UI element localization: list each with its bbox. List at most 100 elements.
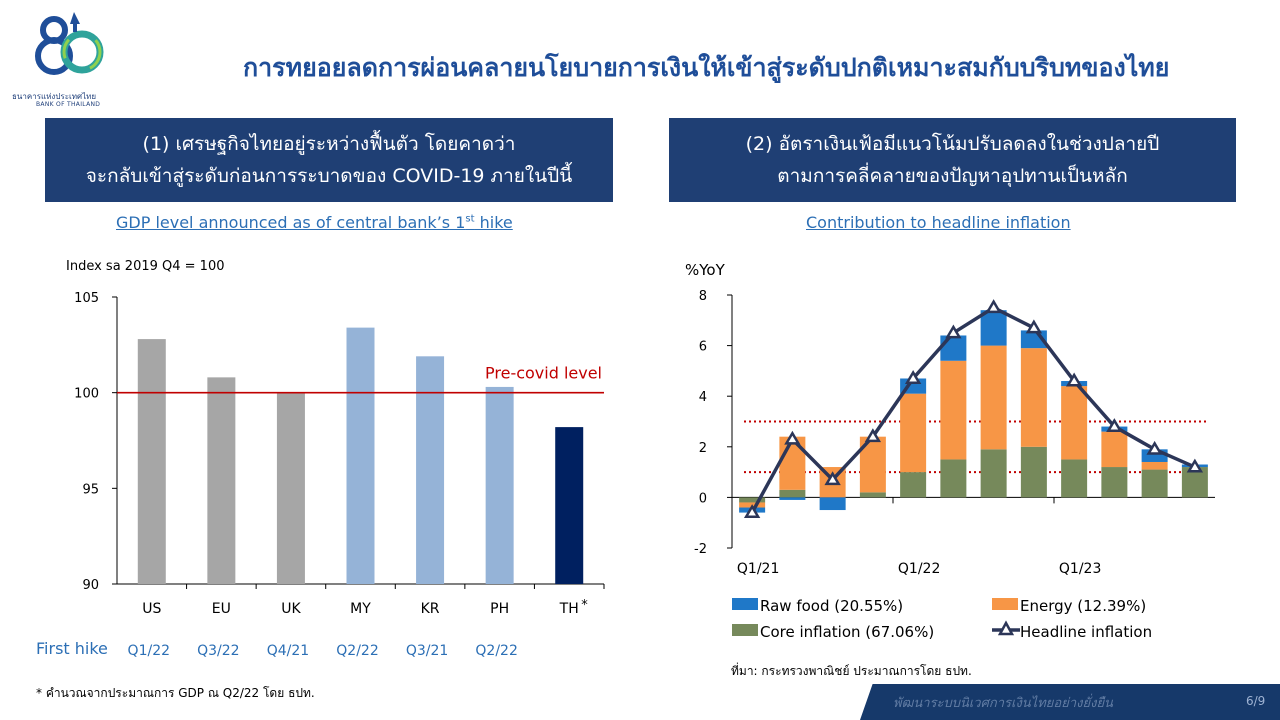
gdp-x-tick-label: US xyxy=(142,601,161,617)
infl-bar-segment xyxy=(859,492,886,498)
infl-bar-segment xyxy=(940,459,967,498)
headline-inflation-point xyxy=(784,430,801,445)
th-asterisk: * xyxy=(581,598,588,613)
logo: ธนาคารแห่งประเทศไทย BANK OF THAILAND xyxy=(12,8,116,108)
infl-x-tick-label: Q1/22 xyxy=(898,561,940,577)
left-header-line1: (1) เศรษฐกิจไทยอยู่ระหว่างฟื้นตัว โดยคาด… xyxy=(142,133,516,155)
infl-bar-segment xyxy=(779,497,806,500)
left-subtitle-end: hike xyxy=(474,213,513,232)
left-subtitle-sup: st xyxy=(465,213,475,225)
infl-bar-segment xyxy=(940,360,967,460)
headline-inflation-point xyxy=(1025,319,1043,334)
infl-bar-segment xyxy=(1020,446,1047,498)
gdp-bar-my xyxy=(346,327,375,584)
infl-bar-segment xyxy=(980,345,1007,450)
gdp-y-tick-label: 100 xyxy=(74,387,99,402)
first-hike-label: First hike xyxy=(36,639,108,658)
headline-inflation-line xyxy=(750,305,1196,514)
gdp-level-chart: Index sa 2019 Q4 = 100 90 95 100 105 US Q1/22 E… xyxy=(36,259,605,659)
infl-bar-segment xyxy=(1141,461,1168,470)
left-panel-header: (1) เศรษฐกิจไทยอยู่ระหว่างฟื้นตัว โดยคาด… xyxy=(45,118,613,202)
infl-bar-segment xyxy=(1141,469,1168,498)
left-footnote: * คำนวณจากประมาณการ GDP ณ Q2/22 โดย ธปท. xyxy=(36,686,315,700)
footer-slogan: พัฒนาระบบนิเวศการเงินไทยอย่างยั่งยืน xyxy=(893,696,1113,711)
page-number: 6/9 xyxy=(1246,694,1266,708)
legend-label: Core inflation (67.06%) xyxy=(760,623,934,641)
infl-y-tick-label: 8 xyxy=(699,289,707,304)
right-panel-header: (2) อัตราเงินเฟ้อมีแนวโน้มปรับลดลงในช่วง… xyxy=(669,118,1236,202)
gdp-bar-th xyxy=(555,427,584,584)
headline-inflation-point xyxy=(945,324,962,339)
gdp-x-tick-label: TH xyxy=(559,601,579,617)
infl-y-axis-title: %YoY xyxy=(685,261,726,279)
infl-bar-segment xyxy=(1101,431,1128,468)
right-chart-subtitle: Contribution to headline inflation xyxy=(806,213,1071,232)
gdp-bar-eu xyxy=(207,377,236,584)
infl-bar-segment xyxy=(1101,467,1128,498)
headline-inflation-point xyxy=(904,370,922,384)
infl-y-tick-label: -2 xyxy=(694,542,707,557)
legend-swatch xyxy=(732,624,758,636)
legend-swatch xyxy=(732,598,758,610)
legend-label: Energy (12.39%) xyxy=(1020,597,1146,615)
left-chart-subtitle: GDP level announced as of central bank’s… xyxy=(116,213,513,232)
infl-bar-segment xyxy=(900,393,927,473)
gdp-bar-ph xyxy=(485,386,514,584)
gdp-bar-kr xyxy=(416,356,445,584)
gdp-y-tick-label: 95 xyxy=(82,482,99,497)
gdp-x-tick-label: PH xyxy=(490,601,509,617)
infl-bar-segment xyxy=(940,335,967,361)
gdp-bar-uk xyxy=(276,392,305,584)
legend-swatch-marker xyxy=(997,620,1015,636)
gdp-x-tick-label: MY xyxy=(350,601,371,617)
first-hike-date: Q2/22 xyxy=(475,643,517,659)
infl-bar-segment xyxy=(1061,459,1088,498)
gdp-y-tick-label: 105 xyxy=(74,291,99,306)
infl-bar-segment xyxy=(980,310,1007,346)
infl-y-tick-label: 0 xyxy=(699,491,707,506)
legend-swatch xyxy=(992,598,1018,610)
right-header-line1: (2) อัตราเงินเฟ้อมีแนวโน้มปรับลดลงในช่วง… xyxy=(745,133,1160,155)
right-header-line2: ตามการคลี่คลายของปัญหาอุปทานเป็นหลัก xyxy=(777,165,1128,187)
inflation-contribution-chart: %YoY -2 0 2 4 6 8 Q1/21 Q1/22 Q1/23 Raw food (20.5… xyxy=(685,261,1215,641)
headline-inflation-point xyxy=(864,428,882,443)
gdp-x-tick-label: EU xyxy=(212,601,231,617)
infl-y-tick-label: 2 xyxy=(699,441,707,456)
logo-org-name-en: BANK OF THAILAND xyxy=(36,101,101,108)
first-hike-date: Q3/22 xyxy=(197,643,239,659)
legend-label: Headline inflation xyxy=(1020,623,1152,641)
headline-inflation-point xyxy=(824,471,841,486)
infl-y-tick-label: 4 xyxy=(699,390,707,405)
gdp-y-tick-label: 90 xyxy=(82,578,99,593)
logo-emblem-icon xyxy=(35,12,104,75)
first-hike-date: Q3/21 xyxy=(406,643,448,659)
footer-band xyxy=(860,684,1280,720)
headline-inflation-point xyxy=(1186,458,1204,473)
headline-inflation-point xyxy=(985,299,1002,314)
infl-bar-segment xyxy=(980,449,1007,498)
page-title: การทยอยลดการผ่อนคลายนโยบายการเงินให้เข้า… xyxy=(243,53,1170,82)
headline-inflation-point xyxy=(743,504,761,519)
infl-bar-segment xyxy=(1020,348,1047,447)
left-header-line2: จะกลับเข้าสู่ระดับก่อนการระบาดของ COVID-… xyxy=(85,165,573,187)
left-subtitle-text: GDP level announced as of central bank’s… xyxy=(116,213,466,232)
infl-bar-segment xyxy=(900,472,927,498)
headline-inflation-point xyxy=(1106,418,1123,433)
first-hike-date: Q2/22 xyxy=(336,643,378,659)
logo-org-name: ธนาคารแห่งประเทศไทย xyxy=(12,92,97,101)
infl-y-tick-label: 6 xyxy=(699,340,707,355)
headline-inflation-point xyxy=(1065,372,1083,387)
first-hike-date: Q4/21 xyxy=(267,643,309,659)
gdp-x-tick-label: UK xyxy=(281,601,301,617)
legend-label: Raw food (20.55%) xyxy=(760,597,903,615)
infl-x-tick-label: Q1/23 xyxy=(1059,561,1101,577)
headline-inflation-point xyxy=(1146,440,1163,455)
gdp-y-axis-title: Index sa 2019 Q4 = 100 xyxy=(66,259,224,274)
gdp-x-tick-label: KR xyxy=(421,601,440,617)
infl-bar-segment xyxy=(779,489,806,498)
infl-bar-segment xyxy=(1061,386,1088,460)
right-source-note: ที่มา: กระทรวงพาณิชย์ ประมาณการโดย ธปท. xyxy=(731,664,972,678)
infl-bar-segment xyxy=(739,497,766,503)
first-hike-date: Q1/22 xyxy=(128,643,170,659)
pre-covid-label: Pre-covid level xyxy=(485,364,602,383)
